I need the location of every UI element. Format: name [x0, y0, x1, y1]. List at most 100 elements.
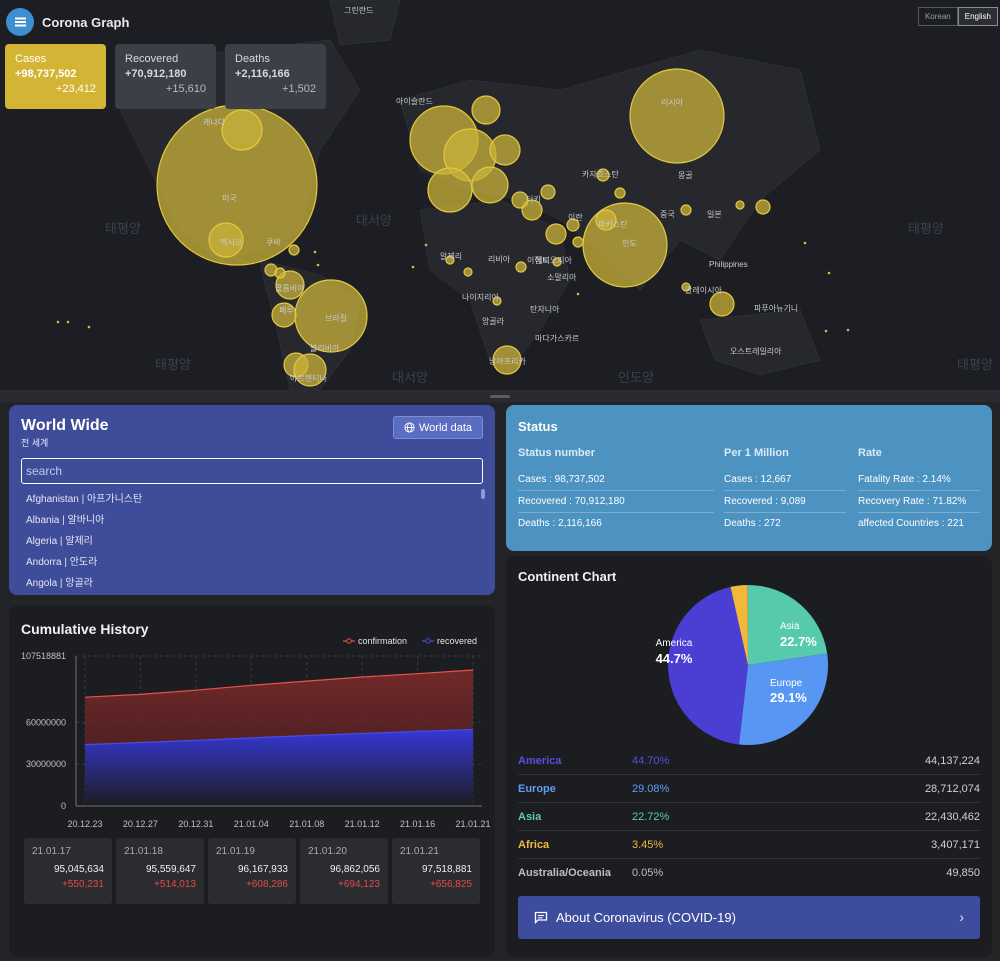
chart-legend: confirmation recovered: [343, 636, 477, 646]
deaths-card[interactable]: Deaths +2,116,166 +1,502: [225, 44, 326, 109]
y-tick-label: 107518881: [21, 651, 66, 661]
history-card: 21.01.20 96,862,056 +694,123: [300, 838, 388, 904]
map-label: 브라질: [325, 314, 348, 323]
pie-slice-europe[interactable]: [738, 653, 829, 746]
map-label: 아이슬란드: [396, 97, 433, 106]
list-item[interactable]: Albania | 알바니아: [26, 515, 105, 526]
language-switch: Korean English: [917, 7, 998, 26]
continent-percent: 22.72%: [632, 811, 670, 823]
map-label: 러시아: [661, 98, 684, 107]
map-label: 남아프리카: [489, 357, 526, 366]
about-covid-button[interactable]: About Coronavirus (COVID-19) ›: [518, 896, 980, 939]
search-input[interactable]: [21, 458, 483, 484]
country-list[interactable]: Afghanistan | 아프가니스탄 Albania | 알바니아 Alge…: [21, 486, 483, 591]
recovered-label: Recovered: [125, 53, 179, 65]
x-tick-label: 21.01.21: [455, 819, 490, 829]
resize-divider[interactable]: [0, 390, 1000, 402]
x-tick-label: 20.12.27: [123, 819, 158, 829]
korean-button[interactable]: Korean: [917, 7, 958, 26]
worldwide-subtitle: 전 세계: [21, 438, 49, 448]
world-data-button[interactable]: World data: [393, 416, 483, 439]
continent-value: 3,407,171: [931, 839, 980, 851]
map-label: 그린란드: [344, 6, 374, 15]
status-row: Recovered : 9,089: [724, 491, 846, 513]
continent-percent: 3.45%: [632, 839, 664, 851]
legend-confirmation: confirmation: [358, 636, 407, 646]
pie-slice-asia[interactable]: [748, 585, 828, 665]
pie-slice-africa[interactable]: [730, 585, 748, 665]
status-row: Deaths : 272: [724, 518, 781, 529]
history-value: 96,167,933: [237, 864, 288, 875]
history-increase: +608,286: [246, 879, 288, 890]
status-column-per-million: Per 1 Million Cases : 12,667 Recovered :…: [724, 447, 846, 535]
legend-recovered: recovered: [437, 636, 477, 646]
drag-handle-icon[interactable]: [490, 395, 510, 398]
ocean-label: 태평양: [155, 357, 191, 372]
map-label: 마다가스카르: [535, 334, 580, 343]
ocean-label: 인도양: [618, 370, 654, 385]
x-tick-label: 21.01.04: [234, 819, 269, 829]
map-label: 아르헨티나: [290, 374, 327, 383]
cases-card[interactable]: Cases +98,737,502 +23,412: [5, 44, 106, 109]
status-column-head: Rate: [858, 447, 882, 459]
ocean-label: 태평양: [105, 221, 141, 236]
history-value: 96,862,056: [329, 864, 380, 875]
continent-percent: 44.70%: [632, 755, 670, 767]
history-date: 21.01.17: [32, 846, 71, 857]
message-icon: [534, 911, 548, 924]
map-label: 오스트레일리아: [730, 347, 782, 356]
list-item[interactable]: Afghanistan | 아프가니스탄: [26, 494, 143, 505]
continent-title: Continent Chart: [518, 569, 617, 584]
map-label: 앙골라: [482, 317, 505, 326]
pie-slice-america[interactable]: [668, 586, 748, 745]
list-item[interactable]: Algeria | 알제리: [26, 536, 93, 547]
continent-row: America 44.70% 44,137,224: [518, 747, 980, 775]
status-title: Status: [518, 419, 558, 434]
worldwide-title: World Wide: [21, 417, 109, 434]
map-label: 볼리비아: [310, 344, 340, 353]
map-label: 중국: [660, 210, 675, 219]
world-map[interactable]: 그린란드 아이슬란드 러시아 캐나다 미국 멕시코 쿠바 카자흐스탄 몽골 터키…: [0, 0, 1000, 390]
history-value: 97,518,881: [421, 864, 472, 875]
cases-delta: +23,412: [55, 83, 96, 95]
map-label: 파푸아뉴기니: [754, 304, 799, 313]
continent-percent: 0.05%: [632, 867, 664, 879]
x-tick-label: 21.01.16: [400, 819, 435, 829]
brand: Corona Graph: [6, 8, 129, 36]
continent-percent: 29.08%: [632, 783, 670, 795]
recovered-delta: +15,610: [165, 83, 206, 95]
history-title: Cumulative History: [21, 621, 149, 637]
map-label: 나이지리아: [462, 293, 499, 302]
recovered-card[interactable]: Recovered +70,912,180 +15,610: [115, 44, 216, 109]
history-value: 95,559,647: [145, 864, 196, 875]
map-label: 쿠바: [266, 238, 281, 247]
history-value: 95,045,634: [53, 864, 104, 875]
history-card: 21.01.19 96,167,933 +608,286: [208, 838, 296, 904]
history-date: 21.01.18: [124, 846, 163, 857]
history-card: 21.01.21 97,518,881 +656,825: [392, 838, 480, 904]
history-date: 21.01.19: [216, 846, 255, 857]
menu-button[interactable]: [6, 8, 34, 36]
continent-row: Australia/Oceania 0.05% 49,850: [518, 859, 980, 887]
map-label: 캐나다: [203, 118, 226, 127]
history-date: 21.01.20: [308, 846, 347, 857]
list-scrollbar[interactable]: [481, 489, 485, 499]
legend-marker-recovered: [425, 638, 431, 644]
english-button[interactable]: English: [957, 7, 998, 26]
continent-name: Australia/Oceania: [518, 867, 611, 879]
status-panel: Status Status number Cases : 98,737,502 …: [506, 405, 992, 551]
continent-pie-chart: America 44.7% Asia 22.7% Europe 29.1%: [656, 584, 829, 746]
status-column-rate: Rate Fatality Rate : 2.14% Recovery Rate…: [858, 447, 980, 535]
map-label: 말레이시아: [685, 286, 722, 295]
confirmation-line: [84, 669, 474, 698]
map-label: 이란: [568, 213, 583, 222]
map-label: 페루: [279, 306, 294, 315]
pie-label-name: Europe: [770, 678, 803, 689]
continent-panel: Continent Chart America 44.7% Asia 22.7%…: [506, 556, 992, 957]
continent-name: Asia: [518, 811, 542, 823]
y-ticks: 107518881 60000000 30000000 0: [21, 651, 66, 811]
list-item[interactable]: Andorra | 안도라: [26, 557, 98, 568]
list-item[interactable]: Angola | 앙골라: [26, 578, 93, 589]
pie-label-name: America: [656, 638, 693, 649]
